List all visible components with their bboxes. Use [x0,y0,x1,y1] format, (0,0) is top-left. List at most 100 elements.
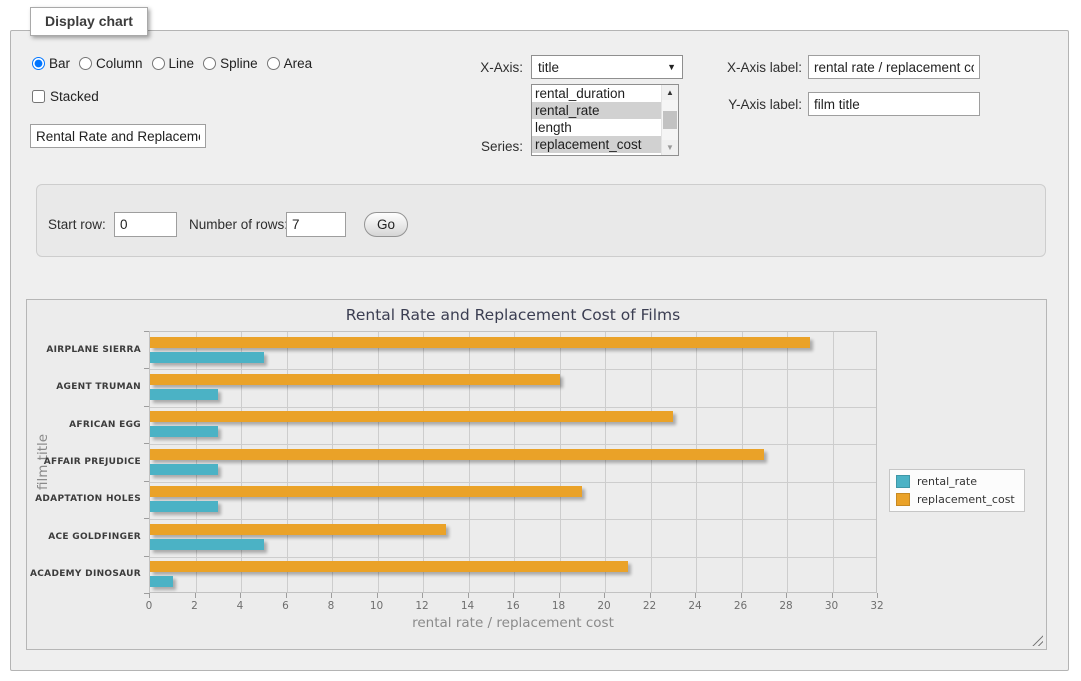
y-tick-mark [144,556,149,557]
gridline-v [833,332,834,592]
resize-grip-icon[interactable] [1032,635,1043,646]
y-tick-mark [144,406,149,407]
category-label: ADAPTATION HOLES [27,494,141,504]
y-axis-label-label: Y-Axis label: [700,97,802,112]
gridline-v [287,332,288,592]
num-rows-label: Number of rows: [189,217,288,232]
gridline-h [150,557,876,558]
series-listbox[interactable]: rental_durationrental_ratelengthreplacem… [531,84,679,156]
chevron-down-icon: ▼ [667,62,676,72]
x-tick-label: 24 [678,600,712,612]
x-tick-mark [331,593,332,598]
x-tick-label: 28 [769,600,803,612]
bar-rental_rate [150,426,218,437]
legend-swatch [896,475,910,488]
x-tick-label: 32 [860,600,894,612]
chart-type-text: Line [169,56,195,71]
chart-type-option-area[interactable]: Area [267,56,313,71]
x-tick-label: 0 [132,600,166,612]
x-tick-mark [741,593,742,598]
chart-type-option-spline[interactable]: Spline [203,56,258,71]
gridline-v [742,332,743,592]
legend-swatch [896,493,910,506]
category-label: ACE GOLDFINGER [27,532,141,542]
chart-type-option-column[interactable]: Column [79,56,143,71]
gridline-v [696,332,697,592]
chart-type-radio-spline[interactable] [203,57,216,70]
gridline-h [150,519,876,520]
bar-rental_rate [150,539,264,550]
rows-panel [36,184,1046,257]
series-scrollbar[interactable]: ▲ ▼ [661,85,678,155]
gridline-v [514,332,515,592]
category-label: ACADEMY DINOSAUR [27,569,141,579]
series-options: rental_durationrental_ratelengthreplacem… [532,85,661,155]
x-axis-select[interactable]: title ▼ [531,55,683,79]
bar-replacement_cost [150,374,560,385]
chart-type-radio-bar[interactable] [32,57,45,70]
x-tick-mark [195,593,196,598]
bar-replacement_cost [150,411,673,422]
gridline-v [332,332,333,592]
bar-replacement_cost [150,486,582,497]
x-tick-label: 16 [496,600,530,612]
series-option-length[interactable]: length [532,119,661,136]
y-tick-mark [144,518,149,519]
chart-type-radio-line[interactable] [152,57,165,70]
start-row-input[interactable] [114,212,177,237]
x-tick-mark [650,593,651,598]
x-tick-mark [695,593,696,598]
chart: Rental Rate and Replacement Cost of Film… [26,299,1047,650]
x-tick-mark [240,593,241,598]
gridline-v [651,332,652,592]
plot-area [149,331,877,593]
y-tick-mark [144,481,149,482]
chart-title-input[interactable] [30,124,206,148]
bar-rental_rate [150,464,218,475]
go-button[interactable]: Go [364,212,408,237]
x-tick-label: 14 [451,600,485,612]
x-tick-label: 12 [405,600,439,612]
x-tick-mark [604,593,605,598]
bar-replacement_cost [150,337,810,348]
gridline-v [241,332,242,592]
y-axis-label-input[interactable] [808,92,980,116]
bar-replacement_cost [150,561,628,572]
x-tick-label: 10 [360,600,394,612]
x-tick-mark [286,593,287,598]
stacked-option[interactable]: Stacked [32,89,99,104]
chart-type-option-bar[interactable]: Bar [32,56,70,71]
gridline-v [378,332,379,592]
x-axis-label-input[interactable] [808,55,980,79]
gridline-v [605,332,606,592]
series-option-rental_rate[interactable]: rental_rate [532,102,661,119]
gridline-h [150,444,876,445]
scroll-up-icon[interactable]: ▲ [662,85,678,100]
x-tick-mark [786,593,787,598]
num-rows-input[interactable] [286,212,346,237]
y-tick-mark [144,593,149,594]
chart-type-option-line[interactable]: Line [152,56,195,71]
x-tick-mark [377,593,378,598]
series-option-replacement_cost[interactable]: replacement_cost [532,136,661,153]
bar-replacement_cost [150,524,446,535]
legend-item-rental_rate: rental_rate [896,475,1015,488]
page: Display chart BarColumnLineSplineArea St… [0,0,1081,681]
gridline-v [423,332,424,592]
chart-type-text: Spline [220,56,258,71]
x-tick-mark [559,593,560,598]
stacked-checkbox[interactable] [32,90,45,103]
scrollbar-thumb[interactable] [663,111,677,129]
scroll-down-icon[interactable]: ▼ [662,140,678,155]
x-tick-mark [422,593,423,598]
gridline-v [560,332,561,592]
chart-type-radio-column[interactable] [79,57,92,70]
x-tick-label: 26 [724,600,758,612]
series-option-rental_duration[interactable]: rental_duration [532,85,661,102]
x-tick-mark [513,593,514,598]
gridline-v [469,332,470,592]
gridline-h [150,407,876,408]
bar-rental_rate [150,576,173,587]
chart-type-radio-area[interactable] [267,57,280,70]
x-tick-label: 4 [223,600,257,612]
